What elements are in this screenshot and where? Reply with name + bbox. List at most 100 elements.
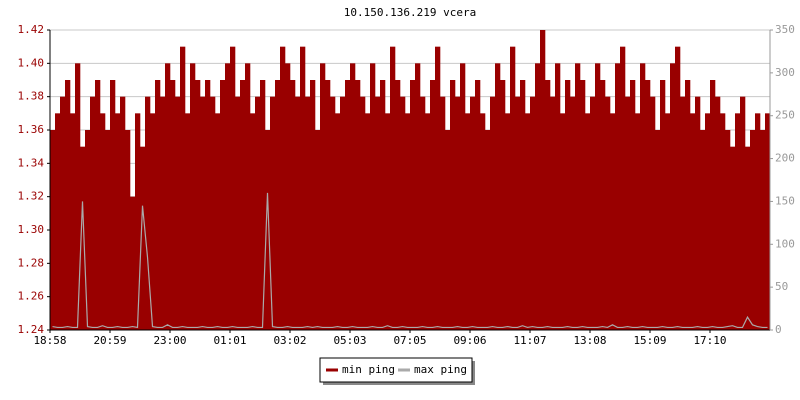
legend-label: max ping [414,363,467,376]
line [52,192,768,329]
bar [350,63,356,330]
bar [750,130,756,330]
bar [635,113,641,330]
bar [220,80,226,330]
bar [135,113,141,330]
bar [500,80,506,330]
bar [50,130,56,330]
bar [90,96,96,331]
bar [510,46,516,331]
bar [260,80,266,330]
bar [60,96,66,331]
y-tick-label: 1.40 [18,56,45,69]
bar [710,80,716,330]
bar [375,96,381,331]
bar [405,113,411,330]
bar [295,96,301,331]
bar [470,96,476,331]
bar [530,96,536,331]
bar [695,96,701,331]
bar [225,63,231,330]
bar [705,113,711,330]
bar [460,63,466,330]
bar [235,96,241,331]
bar [335,113,341,330]
bar [630,80,636,330]
bar [670,63,676,330]
legend-label: min ping [342,363,395,376]
bar [680,96,686,331]
bar [440,96,446,331]
bar [620,46,626,331]
bar [170,80,176,330]
bar [400,96,406,331]
bar [570,96,576,331]
bar [730,146,736,330]
bar [245,63,251,330]
bar [640,63,646,330]
bar [735,113,741,330]
bar [320,63,326,330]
bar [490,96,496,331]
x-tick-label: 23:00 [153,334,186,347]
bar [660,80,666,330]
bar [130,196,136,330]
bar [385,113,391,330]
y2-tick-label: 350 [775,23,795,36]
bar [755,113,761,330]
bar [550,96,556,331]
bar [70,113,76,330]
bar [590,96,596,331]
bar [140,146,146,330]
y2-tick-label: 100 [775,237,795,250]
bar [655,130,661,330]
x-tick-label: 11:07 [513,334,546,347]
x-tick-label: 15:09 [633,334,666,347]
bar [360,96,366,331]
bar [80,146,86,330]
bar [310,80,316,330]
bar [540,30,546,330]
bar [100,113,106,330]
x-tick-label: 09:06 [453,334,486,347]
bar [110,80,116,330]
bar [340,96,346,331]
bar [160,96,166,331]
bar [535,63,541,330]
bar [275,80,281,330]
bar [545,80,551,330]
bar [575,63,581,330]
bar [650,96,656,331]
bar [450,80,456,330]
bar [420,96,426,331]
bar [55,113,61,330]
bar [745,146,751,330]
bar [370,63,376,330]
bar [690,113,696,330]
bar [430,80,436,330]
y-tick-label: 1.26 [18,290,45,303]
bar [75,63,81,330]
bar [410,80,416,330]
bar [380,80,386,330]
bar [435,46,441,331]
y-tick-label: 1.30 [18,223,45,236]
bar [665,113,671,330]
bar [455,96,461,331]
bar [555,63,561,330]
bar [330,96,336,331]
bar [515,96,521,331]
bar [485,130,491,330]
bar [180,46,186,331]
bar [715,96,721,331]
bar [725,130,731,330]
bar [195,80,201,330]
y2-tick-label: 300 [775,66,795,79]
bar [200,96,206,331]
bar [230,46,236,331]
bar [685,80,691,330]
bar [105,130,111,330]
y2-tick-label: 50 [775,280,788,293]
bar [280,46,286,331]
bar [125,130,131,330]
